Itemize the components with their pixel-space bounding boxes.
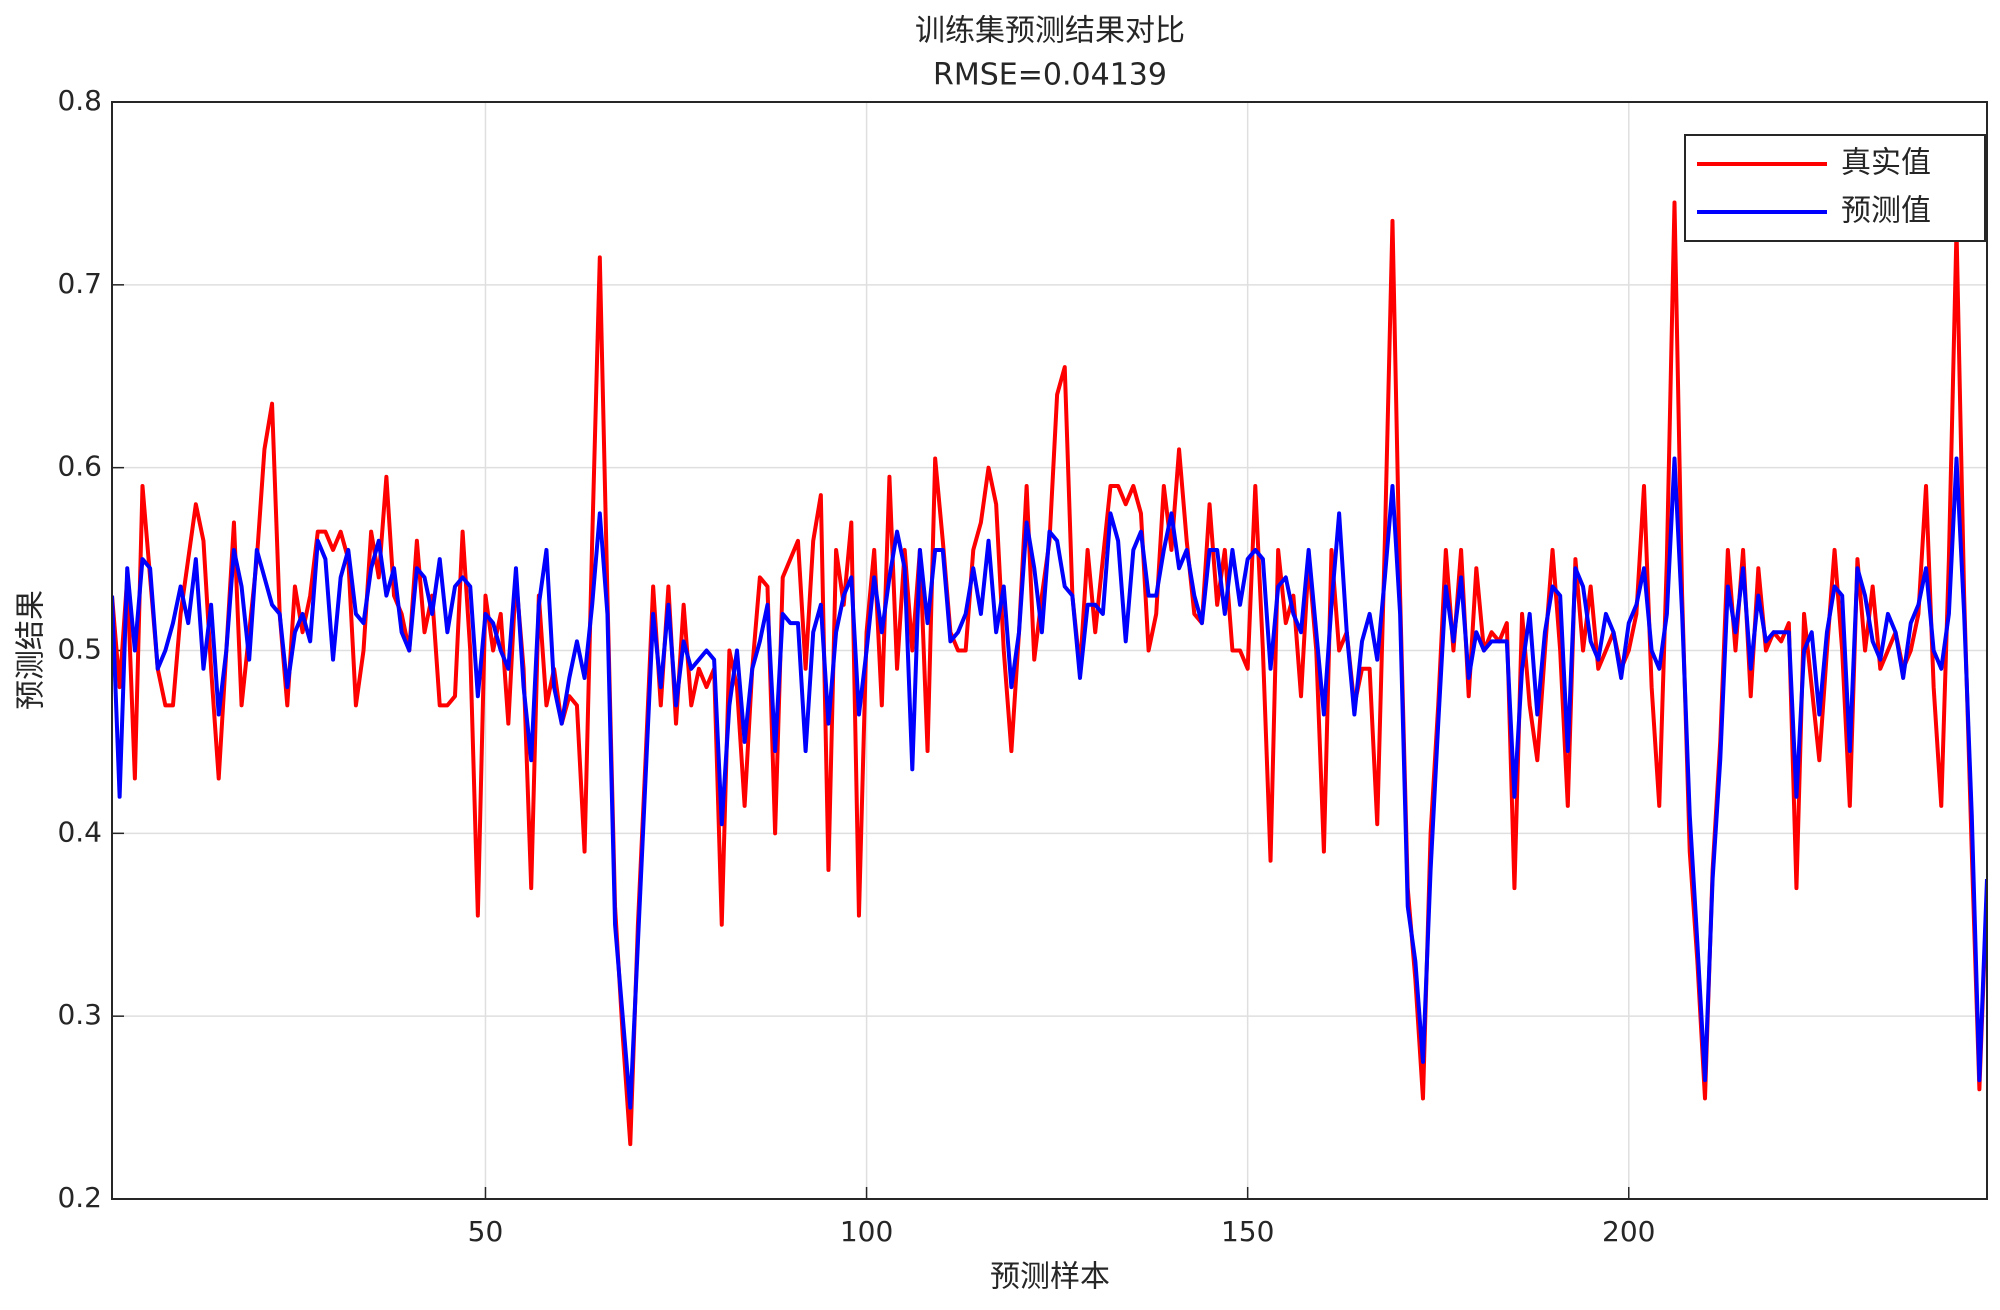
x-tick-label: 100 [840, 1215, 893, 1248]
chart-subtitle: RMSE=0.04139 [933, 58, 1167, 93]
legend-label: 真实值 [1841, 146, 1931, 181]
chart-title: 训练集预测结果对比 [915, 14, 1185, 49]
x-tick-label: 50 [468, 1215, 504, 1248]
y-tick-label: 0.7 [57, 267, 102, 300]
legend-label: 预测值 [1841, 194, 1931, 229]
y-tick-label: 0.8 [57, 84, 102, 117]
y-tick-label: 0.6 [57, 450, 102, 483]
x-axis-label: 预测样本 [990, 1260, 1110, 1295]
y-tick-label: 0.5 [57, 633, 102, 666]
plot-frame [111, 101, 1988, 1200]
legend-box [1684, 134, 1986, 242]
plot-area [112, 200, 1987, 1147]
y-tick-label: 0.4 [57, 815, 102, 848]
y-tick-label: 0.2 [57, 1181, 102, 1214]
y-tick-label: 0.3 [57, 998, 102, 1031]
x-tick-label: 150 [1221, 1215, 1274, 1248]
y-axis-label: 预测结果 [14, 590, 49, 710]
data-line [112, 456, 1987, 1110]
x-tick-label: 200 [1602, 1215, 1655, 1248]
